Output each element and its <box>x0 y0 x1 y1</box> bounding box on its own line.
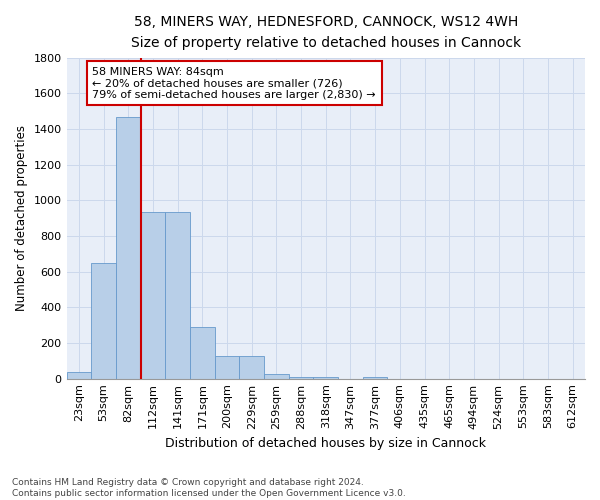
X-axis label: Distribution of detached houses by size in Cannock: Distribution of detached houses by size … <box>165 437 486 450</box>
Title: 58, MINERS WAY, HEDNESFORD, CANNOCK, WS12 4WH
Size of property relative to detac: 58, MINERS WAY, HEDNESFORD, CANNOCK, WS1… <box>131 15 521 50</box>
Bar <box>239 356 264 378</box>
Bar <box>116 116 140 378</box>
Bar <box>215 356 239 378</box>
Bar <box>264 374 289 378</box>
Bar <box>289 377 313 378</box>
Y-axis label: Number of detached properties: Number of detached properties <box>15 125 28 311</box>
Bar <box>313 377 338 378</box>
Text: Contains HM Land Registry data © Crown copyright and database right 2024.
Contai: Contains HM Land Registry data © Crown c… <box>12 478 406 498</box>
Text: 58 MINERS WAY: 84sqm
← 20% of detached houses are smaller (726)
79% of semi-deta: 58 MINERS WAY: 84sqm ← 20% of detached h… <box>92 66 376 100</box>
Bar <box>67 372 91 378</box>
Bar <box>190 327 215 378</box>
Bar <box>91 263 116 378</box>
Bar <box>140 212 165 378</box>
Bar <box>363 377 388 378</box>
Bar <box>165 212 190 378</box>
